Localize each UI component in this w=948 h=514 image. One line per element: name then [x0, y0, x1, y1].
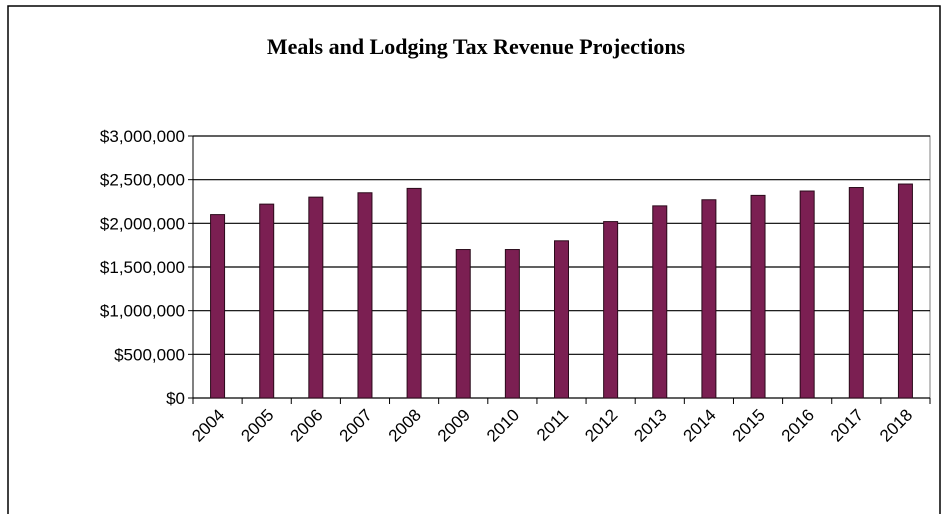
bar	[554, 240, 569, 399]
y-tick-label: $500,000	[114, 345, 185, 364]
bar	[259, 203, 275, 399]
bar	[603, 221, 619, 399]
x-tick-label: 2006	[286, 405, 326, 445]
bar	[897, 183, 913, 399]
bar	[357, 192, 373, 399]
x-tick-label: 2017	[827, 405, 867, 445]
x-tick-label: 2010	[483, 405, 523, 445]
x-tick-label: 2012	[581, 405, 621, 445]
x-tick-label: 2009	[434, 405, 474, 445]
x-tick-label: 2018	[876, 405, 916, 445]
bar	[750, 194, 766, 399]
bar	[848, 187, 864, 399]
chart-title: Meals and Lodging Tax Revenue Projection…	[267, 34, 686, 59]
bar	[652, 205, 668, 399]
bar	[504, 249, 520, 399]
bar	[308, 196, 324, 399]
x-tick-label: 2005	[237, 405, 277, 445]
x-tick-label: 2004	[188, 405, 228, 445]
bar	[799, 190, 815, 399]
x-tick-label: 2014	[680, 405, 720, 445]
y-tick-label: $1,500,000	[100, 258, 185, 277]
x-tick-label: 2008	[385, 405, 425, 445]
x-tick-label: 2016	[778, 405, 818, 445]
y-tick-label: $2,500,000	[100, 171, 185, 190]
x-tick-label: 2011	[533, 405, 572, 444]
y-tick-label: $1,000,000	[100, 302, 185, 321]
x-tick-label: 2013	[630, 405, 670, 445]
x-tick-label: 2007	[336, 405, 376, 445]
bar	[210, 214, 226, 399]
y-tick-label: $0	[166, 389, 185, 408]
bar	[455, 249, 471, 399]
y-tick-label: $3,000,000	[100, 127, 185, 146]
bar	[406, 187, 422, 399]
x-tick-label: 2015	[729, 405, 769, 445]
y-tick-label: $2,000,000	[100, 214, 185, 233]
chart-frame	[7, 5, 941, 514]
bar	[701, 199, 717, 399]
